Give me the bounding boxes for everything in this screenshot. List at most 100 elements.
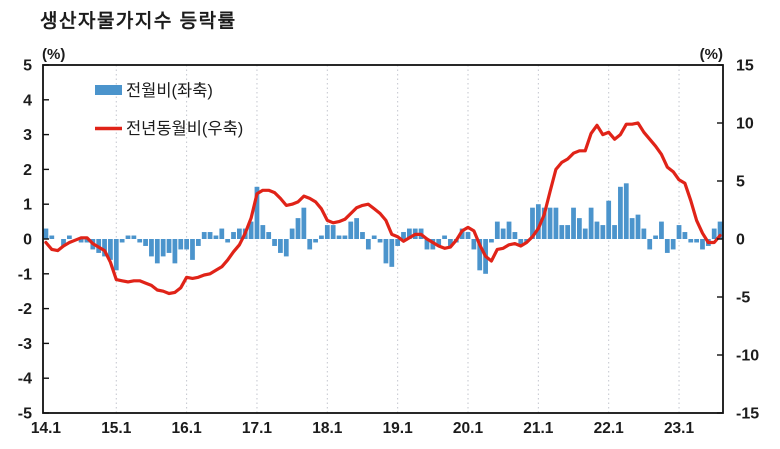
- mom-bar: [664, 239, 670, 253]
- mom-bar: [395, 239, 401, 246]
- mom-bar: [659, 221, 664, 239]
- x-tick-label: 21.1: [523, 420, 554, 437]
- mom-bar: [301, 207, 307, 239]
- left-tick-label: -3: [18, 336, 32, 353]
- mom-bar: [125, 235, 131, 239]
- mom-bar: [278, 239, 283, 253]
- mom-bar: [600, 225, 606, 239]
- x-tick-label: 22.1: [594, 420, 625, 437]
- mom-bar: [160, 239, 166, 257]
- mom-bar: [389, 239, 395, 267]
- mom-bar: [365, 239, 371, 250]
- chart-title: 생산자물가지수 등락률: [40, 11, 237, 32]
- mom-bar: [289, 228, 295, 239]
- mom-bar: [61, 239, 66, 246]
- mom-bar: [131, 235, 137, 239]
- left-tick-label: 3: [23, 127, 32, 144]
- mom-bar: [383, 239, 389, 264]
- mom-bar: [512, 232, 518, 239]
- mom-bar: [424, 239, 430, 250]
- mom-bar: [336, 235, 342, 239]
- mom-bar: [436, 239, 442, 246]
- mom-bar-series: [43, 183, 723, 274]
- left-tick-label: -4: [18, 371, 32, 388]
- mom-bar: [178, 239, 184, 250]
- mom-bar: [172, 239, 178, 264]
- mom-bar: [66, 235, 72, 239]
- mom-bar: [518, 239, 524, 246]
- mom-bar: [653, 235, 658, 239]
- mom-bar: [717, 221, 723, 239]
- mom-bar: [401, 232, 406, 239]
- mom-bar: [272, 239, 277, 246]
- mom-bar: [195, 239, 201, 246]
- mom-bar: [612, 225, 617, 239]
- left-tick-label: 4: [23, 92, 32, 109]
- mom-bar: [506, 221, 512, 239]
- right-tick-label: -15: [736, 406, 759, 423]
- mom-bar: [324, 225, 330, 239]
- mom-bar: [266, 232, 272, 239]
- mom-bar: [465, 232, 471, 239]
- right-tick-label: 10: [736, 116, 754, 133]
- mom-bar: [406, 228, 412, 239]
- x-tick-label: 20.1: [453, 420, 484, 437]
- mom-bar: [84, 239, 90, 243]
- x-tick-label: 16.1: [172, 420, 203, 437]
- x-tick-label: 14.1: [31, 420, 62, 437]
- right-tick-label: 15: [736, 58, 754, 75]
- mom-bar: [711, 228, 717, 239]
- left-axis-unit: (%): [42, 46, 65, 63]
- mom-bar: [330, 225, 336, 239]
- mom-bar: [588, 207, 594, 239]
- mom-bar: [606, 200, 612, 239]
- mom-bar: [207, 232, 213, 239]
- mom-bar: [629, 218, 635, 239]
- mom-bar: [342, 235, 348, 239]
- mom-bar: [547, 207, 553, 239]
- mom-bar: [641, 228, 647, 239]
- left-tick-label: -2: [18, 301, 32, 318]
- mom-bar: [500, 228, 506, 239]
- left-tick-label: 1: [23, 197, 32, 214]
- mom-bar: [231, 232, 236, 239]
- mom-bar: [260, 225, 266, 239]
- x-tick-label: 19.1: [383, 420, 414, 437]
- mom-bar: [113, 239, 119, 271]
- mom-bar: [559, 225, 565, 239]
- mom-bar: [295, 218, 301, 239]
- x-tick-label: 15.1: [101, 420, 132, 437]
- mom-bar: [448, 239, 453, 246]
- right-tick-label: -5: [736, 290, 750, 307]
- mom-bar: [541, 207, 547, 239]
- mom-bar: [219, 228, 225, 239]
- mom-bar: [635, 214, 641, 239]
- left-tick-label: -5: [18, 406, 32, 423]
- mom-bar: [354, 218, 360, 239]
- mom-bar: [594, 221, 600, 239]
- mom-bar: [647, 239, 653, 250]
- mom-bar: [576, 218, 582, 239]
- mom-bar: [471, 239, 477, 250]
- mom-bar: [49, 235, 55, 239]
- mom-bar: [307, 239, 313, 250]
- right-axis-unit: (%): [700, 46, 723, 63]
- mom-bar: [682, 232, 688, 239]
- mom-bar: [494, 221, 500, 239]
- mom-bar: [102, 239, 107, 257]
- left-axis: [43, 64, 49, 414]
- right-tick-label: -10: [736, 348, 759, 365]
- mom-bar: [565, 225, 571, 239]
- mom-bar: [377, 239, 383, 243]
- mom-bar: [143, 239, 148, 246]
- right-tick-label: 0: [736, 232, 745, 249]
- mom-bar: [360, 232, 365, 239]
- mom-bar: [137, 239, 143, 243]
- mom-bar: [119, 239, 125, 243]
- x-tick-label: 23.1: [664, 420, 695, 437]
- mom-bar: [535, 204, 541, 239]
- mom-bar: [201, 232, 207, 239]
- x-tick-label: 18.1: [312, 420, 343, 437]
- left-tick-label: 0: [23, 232, 32, 249]
- mom-bar: [582, 228, 588, 239]
